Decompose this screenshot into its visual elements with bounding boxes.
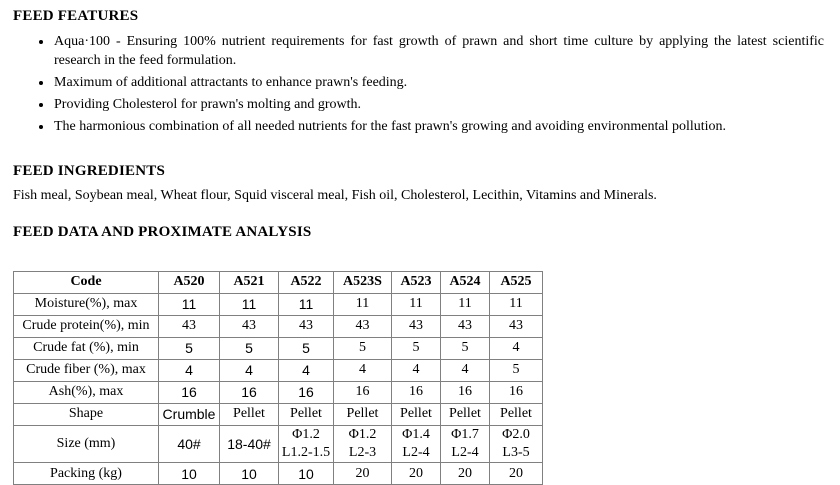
table-cell: Crumble [158, 403, 220, 426]
feature-bullet: Providing Cholesterol for prawn's moltin… [53, 95, 824, 114]
table-cell: 11 [333, 293, 392, 316]
table-cell: 4 [219, 359, 279, 382]
table-cell: 43 [158, 315, 220, 338]
table-cell: 4 [333, 359, 392, 382]
feature-bullet: Aqua·100 - Ensuring 100% nutrient requir… [53, 32, 824, 70]
column-header: A525 [489, 271, 543, 294]
feature-bullet: The harmonious combination of all needed… [53, 117, 824, 136]
table-row: Ash(%), max 16 16 16 16 16 16 16 [13, 381, 543, 404]
table-cell: 10 [278, 462, 334, 485]
column-header: A523S [333, 271, 392, 294]
table-cell: 5 [391, 337, 441, 360]
table-cell: 20 [489, 462, 543, 485]
row-label: Ash(%), max [13, 381, 159, 404]
table-cell: 11 [219, 293, 279, 316]
table-cell: 11 [278, 293, 334, 316]
row-label: Shape [13, 403, 159, 426]
table-cell: Φ1.2 L1.2-1.5 [278, 424, 334, 464]
column-header: A521 [219, 271, 279, 294]
table-cell: 43 [391, 315, 441, 338]
table-cell: Pellet [219, 403, 279, 426]
table-cell: 16 [219, 381, 279, 404]
table-header-row: Code A520 A521 A522 A523S A523 A524 A525 [13, 271, 543, 294]
row-label: Crude protein(%), min [13, 315, 159, 338]
table-cell: 5 [278, 337, 334, 360]
table-cell: 43 [440, 315, 490, 338]
row-label: Size (mm) [13, 424, 159, 464]
table-cell: 5 [333, 337, 392, 360]
table-cell: 5 [440, 337, 490, 360]
column-header: A520 [158, 271, 220, 294]
row-label: Crude fat (%), min [13, 337, 159, 360]
table-row: Packing (kg) 10 10 10 20 20 20 20 [13, 462, 543, 485]
table-row: Shape Crumble Pellet Pellet Pellet Pellet Pell… [13, 403, 543, 426]
table-cell: Pellet [489, 403, 543, 426]
table-row: Size (mm) 40# 18-40# Φ1.2 L1.2-1.5 Φ1.2 L2-3… [13, 424, 543, 464]
table-cell: 20 [333, 462, 392, 485]
table-cell: Pellet [391, 403, 441, 426]
table-cell: 20 [391, 462, 441, 485]
feed-features-list: Aqua·100 - Ensuring 100% nutrient requir… [13, 32, 828, 136]
table-cell: 43 [333, 315, 392, 338]
table-cell: Φ1.7 L2-4 [440, 424, 490, 464]
row-label: Crude fiber (%), max [13, 359, 159, 382]
table-cell: Pellet [440, 403, 490, 426]
feed-features-heading: FEED FEATURES [13, 8, 139, 24]
table-cell: Pellet [278, 403, 334, 426]
table-cell: 43 [489, 315, 543, 338]
table-cell: 43 [219, 315, 279, 338]
feed-ingredients-heading: FEED INGREDIENTS [13, 163, 165, 179]
table-cell: 20 [440, 462, 490, 485]
table-cell: 11 [440, 293, 490, 316]
feature-bullet: Maximum of additional attractants to enh… [53, 73, 824, 92]
table-cell: 5 [489, 359, 543, 382]
row-label: Moisture(%), max [13, 293, 159, 316]
table-row: Moisture(%), max 11 11 11 11 11 11 11 [13, 293, 543, 316]
table-cell: 11 [489, 293, 543, 316]
table-cell: 16 [391, 381, 441, 404]
table-cell: 4 [158, 359, 220, 382]
feed-data-heading: FEED DATA AND PROXIMATE ANALYSIS [13, 224, 312, 240]
table-cell: 16 [278, 381, 334, 404]
table-row: Crude fat (%), min 5 5 5 5 5 5 4 [13, 337, 543, 360]
column-header: A523 [391, 271, 441, 294]
row-label: Packing (kg) [13, 462, 159, 485]
column-header: Code [13, 271, 159, 294]
table-cell: 4 [489, 337, 543, 360]
table-row: Crude protein(%), min 43 43 43 43 43 43 43 [13, 315, 543, 338]
table-cell: 4 [391, 359, 441, 382]
table-cell: 16 [158, 381, 220, 404]
table-cell: Φ1.2 L2-3 [333, 424, 392, 464]
feed-ingredients-text: Fish meal, Soybean meal, Wheat flour, Sq… [13, 188, 657, 203]
table-cell: 40# [158, 424, 220, 464]
table-cell: 10 [158, 462, 220, 485]
table-cell: 10 [219, 462, 279, 485]
table-cell: Φ1.4 L2-4 [391, 424, 441, 464]
table-cell: 11 [158, 293, 220, 316]
table-cell: Φ2.0 L3-5 [489, 424, 543, 464]
table-cell: 16 [489, 381, 543, 404]
table-cell: 4 [440, 359, 490, 382]
column-header: A522 [278, 271, 334, 294]
table-cell: 43 [278, 315, 334, 338]
table-cell: 11 [391, 293, 441, 316]
table-cell: 18-40# [219, 424, 279, 464]
table-cell: 5 [158, 337, 220, 360]
table-cell: 5 [219, 337, 279, 360]
table-cell: 16 [440, 381, 490, 404]
table-row: Crude fiber (%), max 4 4 4 4 4 4 5 [13, 359, 543, 382]
column-header: A524 [440, 271, 490, 294]
table-cell: 4 [278, 359, 334, 382]
table-cell: Pellet [333, 403, 392, 426]
feed-table: Code A520 A521 A522 A523S A523 A524 A525 Moistu… [13, 271, 543, 485]
table-cell: 16 [333, 381, 392, 404]
